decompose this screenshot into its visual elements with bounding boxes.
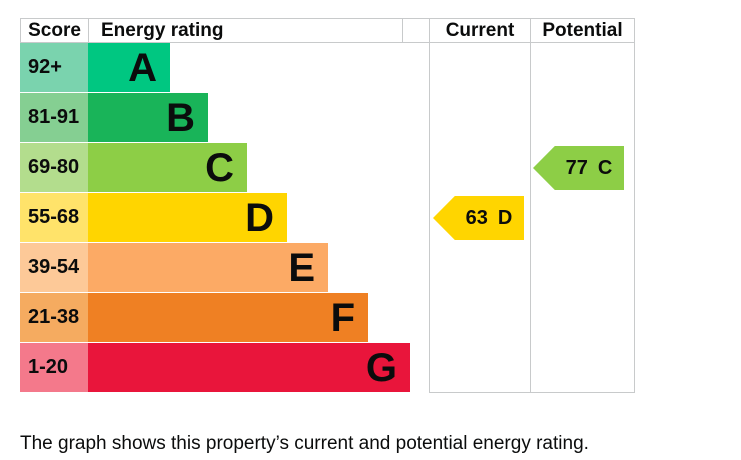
band-bar-a: A [88, 43, 170, 93]
energy-rating-chart: Score Energy rating Current Potential 92… [20, 18, 635, 393]
header-score: Score [20, 19, 88, 42]
score-range-g: 1-20 [20, 343, 88, 393]
band-row-a: 92+ A [20, 43, 635, 93]
table-right-border [634, 18, 635, 393]
table-bottom-border [429, 392, 635, 393]
header-current: Current [429, 19, 530, 42]
chart-caption: The graph shows this property’s current … [20, 433, 589, 454]
band-letter-f: F [330, 295, 355, 340]
band-row-c: 69-80 C [20, 143, 635, 193]
current-column-divider [429, 18, 430, 393]
current-rating-arrow: 63 D [433, 196, 524, 240]
band-bar-g: G [88, 343, 410, 393]
score-range-d: 55-68 [20, 193, 88, 243]
potential-rating-value: 77 [565, 157, 588, 179]
score-range-e: 39-54 [20, 243, 88, 293]
header-gap-cell [402, 19, 429, 42]
band-row-f: 21-38 F [20, 293, 635, 343]
potential-rating-band: C [597, 157, 613, 179]
band-bar-e: E [88, 243, 328, 293]
score-range-f: 21-38 [20, 293, 88, 343]
score-range-c: 69-80 [20, 143, 88, 193]
band-letter-c: C [205, 145, 234, 190]
band-bar-d: D [88, 193, 287, 243]
band-letter-a: A [128, 45, 157, 90]
potential-column-divider [530, 18, 531, 393]
header-energy-rating: Energy rating [88, 19, 402, 42]
band-bar-b: B [88, 93, 208, 143]
chart-header-row: Score Energy rating Current Potential [20, 18, 635, 43]
band-letter-b: B [166, 95, 195, 140]
band-letter-g: G [365, 345, 397, 390]
band-row-e: 39-54 E [20, 243, 635, 293]
band-row-b: 81-91 B [20, 93, 635, 143]
score-range-a: 92+ [20, 43, 88, 93]
current-rating-band: D [497, 207, 513, 229]
band-letter-e: E [288, 245, 315, 290]
band-row-d: 55-68 D [20, 193, 635, 243]
band-letter-d: D [245, 195, 274, 240]
band-row-g: 1-20 G [20, 343, 635, 393]
potential-rating-arrow: 77 C [533, 146, 624, 190]
header-potential: Potential [530, 19, 635, 42]
band-rows: 92+ A 81-91 B 69-80 C 55-68 D 39-54 E 21-38 F 1-20 G [20, 43, 635, 393]
current-rating-value: 63 [465, 207, 488, 229]
band-bar-c: C [88, 143, 247, 193]
score-range-b: 81-91 [20, 93, 88, 143]
band-bar-f: F [88, 293, 368, 343]
